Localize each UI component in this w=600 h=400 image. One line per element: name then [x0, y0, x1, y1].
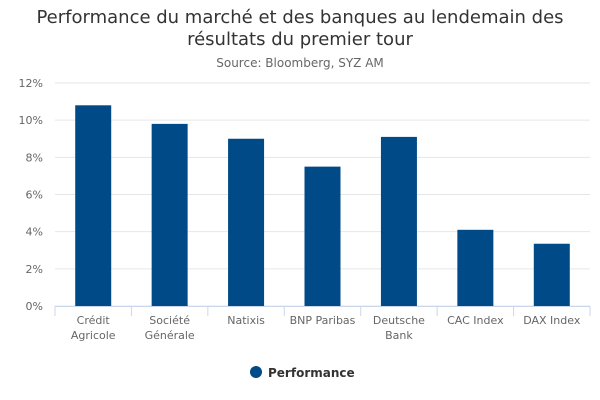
x-tick-label: DAX Index [523, 314, 581, 327]
bars [75, 105, 570, 306]
bar[interactable] [533, 243, 570, 306]
x-tick-label: BNP Paribas [290, 314, 356, 327]
x-tick-label: Générale [145, 329, 195, 342]
bar[interactable] [151, 123, 188, 306]
chart-title-line-1: Performance du marché et des banques au … [36, 7, 563, 28]
x-tick-label: CAC Index [447, 314, 504, 327]
bar[interactable] [457, 229, 494, 306]
x-tick-label: Agricole [71, 329, 116, 342]
y-tick-label: 12% [19, 77, 43, 90]
x-axis [54, 306, 591, 316]
y-tick-label: 10% [19, 114, 43, 127]
x-tick-label: Bank [385, 329, 413, 342]
bar[interactable] [228, 138, 265, 306]
y-tick-label: 6% [26, 189, 43, 202]
x-tick-label: Natixis [227, 314, 265, 327]
bar[interactable] [75, 105, 112, 306]
legend-label-performance: Performance [268, 366, 355, 380]
chart-title-line-2: résultats du premier tour [187, 29, 413, 50]
bar[interactable] [304, 166, 341, 306]
y-tick-label: 0% [26, 300, 43, 313]
bar[interactable] [380, 136, 417, 306]
x-axis-labels: Crédit Agricole Société Générale Natixis BNP … [71, 314, 581, 342]
chart-subtitle: Source: Bloomberg, SYZ AM [216, 56, 384, 70]
y-tick-label: 8% [26, 151, 43, 164]
x-tick-label: Société [149, 314, 190, 327]
y-axis-labels: 0% 2% 4% 6% 8% 10% 12% [19, 77, 43, 313]
y-tick-label: 2% [26, 263, 43, 276]
x-tick-label: Crédit [77, 314, 111, 327]
legend-marker-icon [250, 366, 262, 378]
x-tick-label: Deutsche [373, 314, 425, 327]
legend[interactable]: Performance [250, 366, 355, 380]
y-tick-label: 4% [26, 226, 43, 239]
